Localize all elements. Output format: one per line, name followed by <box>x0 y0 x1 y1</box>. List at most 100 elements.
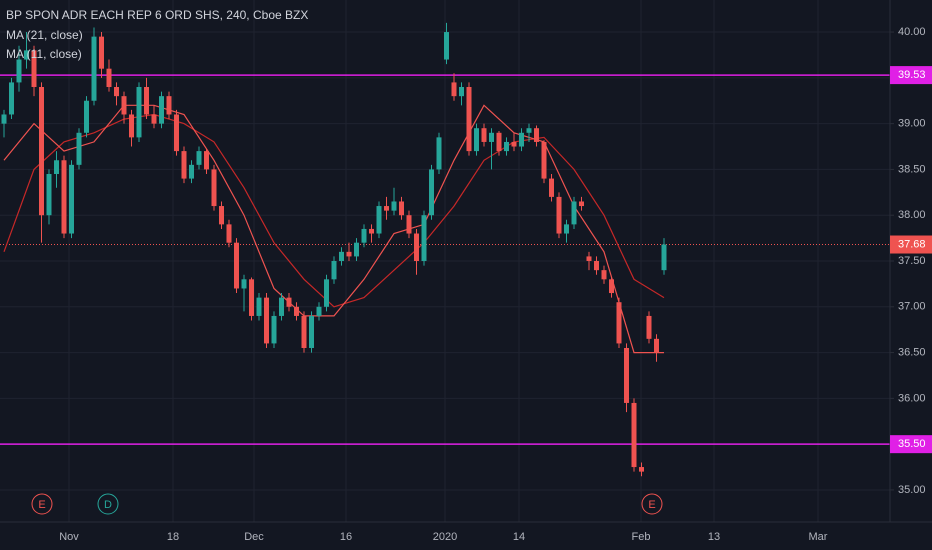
level-label: 39.53 <box>898 69 926 81</box>
event-marker <box>31 493 53 515</box>
candle-body <box>361 228 367 243</box>
candle-body <box>159 96 164 124</box>
candle-body <box>654 338 659 353</box>
candle-body <box>166 96 172 115</box>
candle-body <box>624 348 629 403</box>
x-tick-label: 14 <box>513 531 525 543</box>
candle-body <box>391 201 397 211</box>
candle-body <box>579 201 584 207</box>
candle-body <box>406 215 412 234</box>
y-tick-label: 37.50 <box>898 255 926 267</box>
candle-body <box>376 206 382 234</box>
candle-body <box>556 196 562 234</box>
candle-body <box>586 256 592 261</box>
candle-body <box>346 251 352 257</box>
candle-body <box>339 251 344 261</box>
candle-body <box>399 201 404 216</box>
legend-entry: MA (11, close) <box>6 47 82 61</box>
candle-body <box>84 100 89 133</box>
candle-body <box>549 178 554 197</box>
x-tick-label: Mar <box>809 531 828 543</box>
candle-body <box>594 261 599 271</box>
candle-body <box>279 297 284 316</box>
candle-body <box>46 174 52 216</box>
candle-body <box>504 141 509 152</box>
symbol-title: BP SPON ADR EACH REP 6 ORD SHS, 240, Cbo… <box>6 8 308 22</box>
candle-body <box>249 279 254 316</box>
candle-body <box>496 132 502 152</box>
x-tick-label: 2020 <box>433 531 457 543</box>
level-label-box <box>890 66 932 85</box>
y-tick-label: 40.00 <box>898 26 926 38</box>
candle-body <box>196 151 202 165</box>
candle-body <box>631 402 637 468</box>
candle-body <box>466 87 472 152</box>
axes: 35.00 35.50 36.00 36.50 37.00 37.50 38.00 38.50… <box>59 26 932 543</box>
legend-entry: MA (21, close) <box>6 28 83 42</box>
candle-body <box>601 270 607 280</box>
candle-body <box>571 201 577 225</box>
candle-body <box>241 279 247 289</box>
candle-body <box>121 96 127 115</box>
candle-body <box>639 467 644 472</box>
y-tick-label: 38.00 <box>898 209 926 221</box>
candle-body <box>331 261 337 280</box>
candle-body <box>646 315 652 339</box>
candle-body <box>69 164 74 234</box>
candle-body <box>144 87 149 115</box>
candle-body <box>489 132 494 142</box>
candle-body <box>9 82 14 115</box>
candle-body <box>324 279 329 307</box>
y-tick-label: 38.50 <box>898 163 926 175</box>
candle-body <box>91 36 97 101</box>
candle-body <box>234 242 239 289</box>
candle-body <box>211 169 217 207</box>
candle-body <box>264 297 269 344</box>
candle-body <box>564 224 569 234</box>
candle-body <box>354 242 359 257</box>
candle-body <box>474 128 479 152</box>
candle-body <box>481 128 487 142</box>
candle-body <box>189 164 194 179</box>
event-label: E <box>648 499 655 511</box>
candle-body <box>384 206 389 211</box>
candle-body <box>609 279 614 294</box>
candle-body <box>421 215 427 261</box>
candle-body <box>76 132 82 165</box>
candle-body <box>369 228 374 234</box>
candle-body <box>129 114 134 138</box>
candle-body <box>16 59 22 83</box>
candle-body <box>519 132 524 147</box>
event-label: E <box>38 499 45 511</box>
y-tick-label: 36.50 <box>898 346 926 358</box>
candle-body <box>204 151 209 170</box>
level-label: 35.50 <box>898 438 926 450</box>
x-tick-label: Nov <box>59 531 79 543</box>
candle-body <box>151 114 157 124</box>
moving-average <box>3 113 665 308</box>
x-tick-label: 18 <box>167 531 179 543</box>
x-tick-label: Dec <box>244 531 264 543</box>
candle-body <box>414 233 419 261</box>
last-price-label: 37.68 <box>898 238 926 250</box>
candle-body <box>459 87 464 97</box>
event-marker <box>641 493 663 515</box>
candle-body <box>661 244 667 271</box>
candle-body <box>436 137 442 170</box>
y-tick-label: 35.00 <box>898 484 926 496</box>
y-tick-label: 37.00 <box>898 301 926 313</box>
candle-body <box>226 224 232 243</box>
event-label: D <box>104 499 112 511</box>
candle-body <box>114 87 119 97</box>
event-marker <box>97 493 119 515</box>
candle-body <box>616 302 622 344</box>
y-tick-label: 36.00 <box>898 392 926 404</box>
candle-body <box>316 306 322 316</box>
y-tick-label: 39.00 <box>898 118 926 130</box>
moving-average <box>3 104 664 354</box>
candle-body <box>534 128 539 142</box>
